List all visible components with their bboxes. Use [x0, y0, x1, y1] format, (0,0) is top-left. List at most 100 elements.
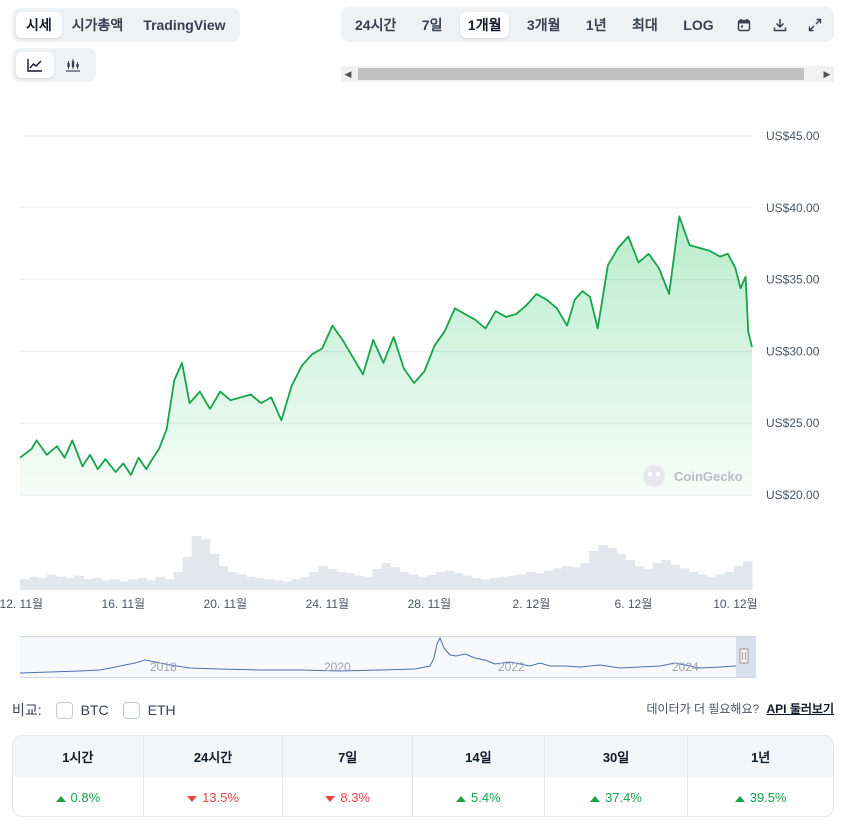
volume-bar — [598, 545, 608, 590]
performance-header-row: 1시간 24시간 7일 14일 30일 1년 — [13, 736, 833, 777]
chart-type-toggle — [12, 48, 96, 82]
download-button[interactable] — [767, 12, 793, 38]
performance-table: 1시간 24시간 7일 14일 30일 1년 0.8% 13.5% 8.3% 5… — [12, 735, 834, 817]
horizontal-scrollbar[interactable]: ◀ ▶ — [341, 66, 834, 82]
fullscreen-button[interactable] — [802, 12, 828, 38]
navigator-line — [20, 636, 745, 674]
value-30d: 37.4% — [545, 777, 689, 816]
volume-bar — [399, 572, 410, 590]
view-tabs: 시세 시가총액 TradingView — [12, 8, 240, 42]
volume-bar — [209, 554, 220, 590]
api-link[interactable]: API 둘러보기 — [766, 702, 835, 716]
volume-bar — [553, 568, 563, 590]
tab-tradingview[interactable]: TradingView — [143, 17, 226, 33]
volume-bar — [83, 579, 93, 590]
range-1y[interactable]: 1년 — [585, 16, 607, 33]
x-tick-label: 10. 12월 — [713, 597, 757, 611]
volume-bar — [155, 576, 166, 590]
tab-market-cap[interactable]: 시가총액 — [71, 17, 124, 33]
date-range-button[interactable] — [731, 12, 757, 38]
navigator-year-label: 2018 — [150, 660, 177, 674]
navigator-handle[interactable] — [739, 648, 749, 664]
volume-bar — [706, 576, 717, 590]
volume-bar — [56, 576, 66, 590]
range-log[interactable]: LOG — [683, 16, 714, 33]
volume-bar — [137, 578, 148, 590]
watermark-text: CoinGecko — [674, 469, 743, 484]
performance-value-row: 0.8% 13.5% 8.3% 5.4% 37.4% 39.5% — [13, 777, 833, 816]
volume-bar — [74, 575, 84, 590]
up-arrow-icon — [734, 796, 745, 802]
volume-bar — [733, 566, 744, 590]
volume-bar — [661, 560, 672, 590]
down-arrow-icon — [325, 796, 336, 802]
volume-bar — [679, 568, 690, 590]
volume-bar — [381, 563, 392, 590]
download-icon — [773, 18, 786, 31]
volume-bar — [508, 575, 518, 590]
x-tick-label: 2. 12월 — [513, 597, 551, 611]
y-tick-label: US$40.00 — [766, 201, 820, 215]
line-chart-button[interactable] — [16, 52, 54, 78]
volume-bar — [580, 563, 590, 590]
header-1y: 1년 — [751, 750, 771, 765]
volume-bar — [444, 570, 455, 590]
range-max[interactable]: 최대 — [632, 16, 658, 33]
range-3m[interactable]: 3개월 — [526, 16, 561, 33]
eth-label: ETH — [147, 702, 176, 718]
volume-bar — [535, 573, 545, 590]
header-1h: 1시간 — [13, 736, 144, 777]
y-tick-label: US$20.00 — [766, 488, 820, 502]
volume-bar — [372, 569, 382, 590]
navigator-year-label: 2022 — [498, 660, 525, 674]
volume-bar — [742, 561, 753, 590]
volume-bar — [254, 578, 265, 590]
scrollbar-thumb[interactable] — [358, 68, 804, 80]
volume-bar — [688, 572, 699, 590]
navigator-year-label: 2024 — [672, 660, 699, 674]
header-7d: 7일 — [283, 736, 414, 777]
header-24h: 24시간 — [144, 736, 284, 777]
volume-bar — [92, 578, 102, 590]
y-axis: US$45.00 US$40.00 US$35.00 US$30.00 US$25.00… — [766, 129, 820, 502]
candlestick-chart-icon — [66, 59, 80, 72]
volume-bar — [47, 574, 57, 590]
y-tick-label: US$30.00 — [766, 344, 820, 358]
range-7d[interactable]: 7일 — [421, 16, 443, 33]
volume-bar — [173, 572, 184, 590]
range-24h[interactable]: 24시간 — [355, 16, 397, 33]
volume-bars — [20, 536, 753, 590]
volume-bar — [625, 560, 636, 590]
volume-bar — [562, 566, 572, 590]
up-arrow-icon — [55, 796, 66, 802]
compare-label: 비교: — [12, 702, 42, 718]
range-1m[interactable]: 1개월 — [459, 11, 510, 38]
volume-bar — [273, 580, 283, 590]
btc-checkbox[interactable] — [55, 701, 73, 719]
candlestick-chart-button[interactable] — [54, 52, 92, 78]
volume-bar — [480, 579, 491, 590]
volume-bar — [236, 574, 247, 590]
volume-bar — [435, 572, 446, 590]
volume-bar — [309, 572, 319, 590]
volume-bar — [119, 581, 129, 590]
price-chart[interactable]: US$45.00 US$40.00 US$35.00 US$30.00 US$25.00… — [0, 118, 854, 618]
scroll-right-icon[interactable]: ▶ — [823, 69, 831, 79]
price-area — [20, 216, 752, 495]
volume-bar — [426, 575, 437, 590]
x-tick-label: 28. 11월 — [408, 597, 452, 611]
x-axis: 12. 11월 16. 11월 20. 11월 24. 11월 28. 11월 2. 12… — [0, 597, 758, 611]
volume-bar — [345, 573, 355, 590]
volume-bar — [110, 579, 120, 590]
eth-checkbox[interactable] — [122, 701, 140, 719]
volume-bar — [200, 539, 211, 590]
volume-bar — [20, 579, 30, 590]
navigator-chart[interactable]: 2018 2020 2022 2024 — [20, 636, 756, 678]
compare-eth[interactable]: ETH — [122, 701, 176, 719]
tab-price[interactable]: 시세 — [16, 12, 62, 38]
compare-btc[interactable]: BTC — [55, 701, 109, 719]
volume-bar — [526, 572, 536, 590]
btc-label: BTC — [80, 702, 109, 718]
scroll-left-icon[interactable]: ◀ — [344, 69, 352, 79]
navigator-year-label: 2020 — [324, 660, 351, 674]
